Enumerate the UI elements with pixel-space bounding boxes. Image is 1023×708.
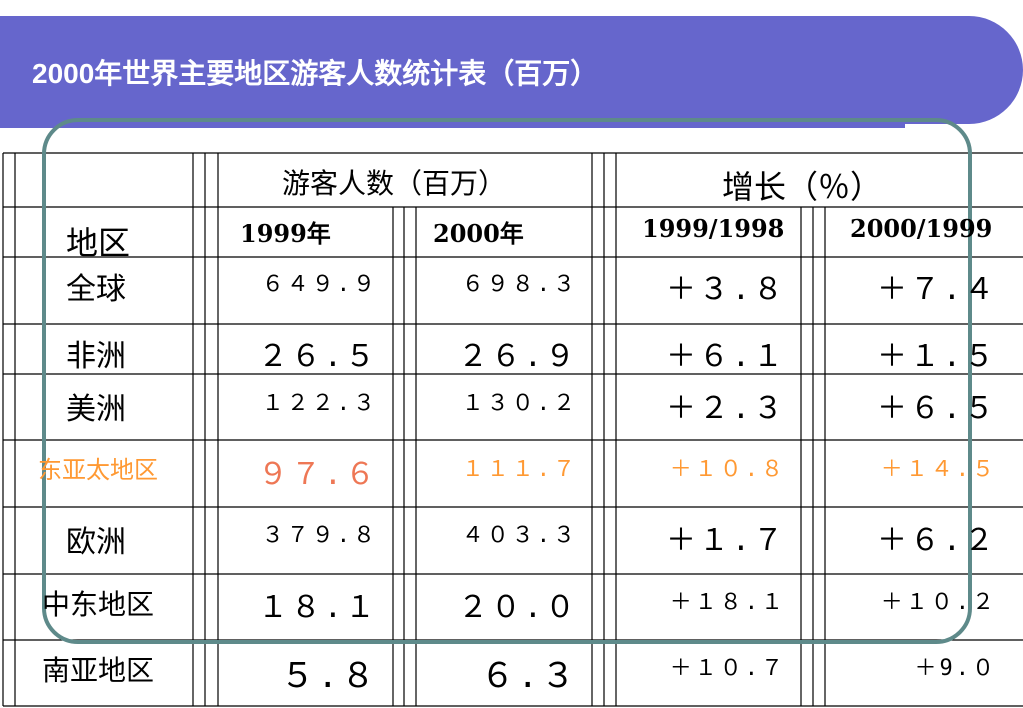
table-row-region: 非洲 bbox=[66, 339, 126, 374]
header-region: 地区 bbox=[66, 224, 131, 262]
header-1999: 1999年 bbox=[240, 219, 331, 248]
table-cell: ＋１４.５ bbox=[880, 457, 997, 482]
table-cell: ＋１０.８ bbox=[669, 457, 786, 482]
header-growth: 增长（％） bbox=[722, 168, 883, 206]
banner-underline bbox=[0, 124, 905, 128]
table-cell: ＋9.０ bbox=[914, 656, 997, 681]
table-row-region: 欧洲 bbox=[66, 525, 126, 560]
table-cell: ＋１８.１ bbox=[669, 590, 786, 615]
table-cell: １８.１ bbox=[257, 590, 378, 625]
table-cell: １３０.２ bbox=[461, 391, 578, 416]
table-row-region: 中东地区 bbox=[42, 588, 155, 621]
title-banner bbox=[0, 16, 1023, 124]
table-cell: ６.３ bbox=[480, 656, 578, 696]
table-cell: ＋１.７ bbox=[665, 523, 786, 558]
header-growth-1999-1998: 1999/1998 bbox=[642, 214, 785, 243]
table-cell: ＋３.８ bbox=[665, 272, 786, 307]
table-cell: ＋１０.７ bbox=[669, 656, 786, 681]
table-cell: ＋６.１ bbox=[665, 339, 786, 374]
table-row-region: 美洲 bbox=[66, 392, 126, 427]
table-cell: ６４９.９ bbox=[261, 272, 378, 297]
table-row-region: 南亚地区 bbox=[42, 654, 155, 687]
table-cell: ＋６.５ bbox=[876, 391, 997, 426]
decorative-frame bbox=[42, 118, 972, 644]
table-row-region: 全球 bbox=[66, 272, 126, 307]
header-growth-2000-1999: 2000/1999 bbox=[850, 214, 993, 243]
table-cell: ２０.０ bbox=[457, 590, 578, 625]
table-row-region: 东亚太地区 bbox=[38, 456, 158, 484]
table-cell: ＋１０.２ bbox=[880, 590, 997, 615]
table-cell: ５.８ bbox=[280, 656, 378, 696]
page-title: 2000年世界主要地区游客人数统计表（百万） bbox=[32, 58, 599, 89]
table-cell: ２６.５ bbox=[257, 339, 378, 374]
header-visitors: 游客人数（百万） bbox=[282, 167, 507, 200]
table-cell: ＋２.３ bbox=[665, 391, 786, 426]
table-cell: ６９８.３ bbox=[461, 272, 578, 297]
table-cell: ＋６.２ bbox=[876, 523, 997, 558]
table-cell: ４０３.３ bbox=[461, 523, 578, 548]
table-cell: １２２.３ bbox=[261, 391, 378, 416]
table-cell: ９７.６ bbox=[257, 457, 378, 492]
table-cell: ３７９.８ bbox=[261, 523, 378, 548]
header-2000: 2000年 bbox=[433, 219, 524, 248]
table-cell: ＋１.５ bbox=[876, 339, 997, 374]
table-cell: ＋７.４ bbox=[876, 272, 997, 307]
table-cell: １１１.７ bbox=[461, 457, 578, 482]
table-cell: ２６.９ bbox=[457, 339, 578, 374]
